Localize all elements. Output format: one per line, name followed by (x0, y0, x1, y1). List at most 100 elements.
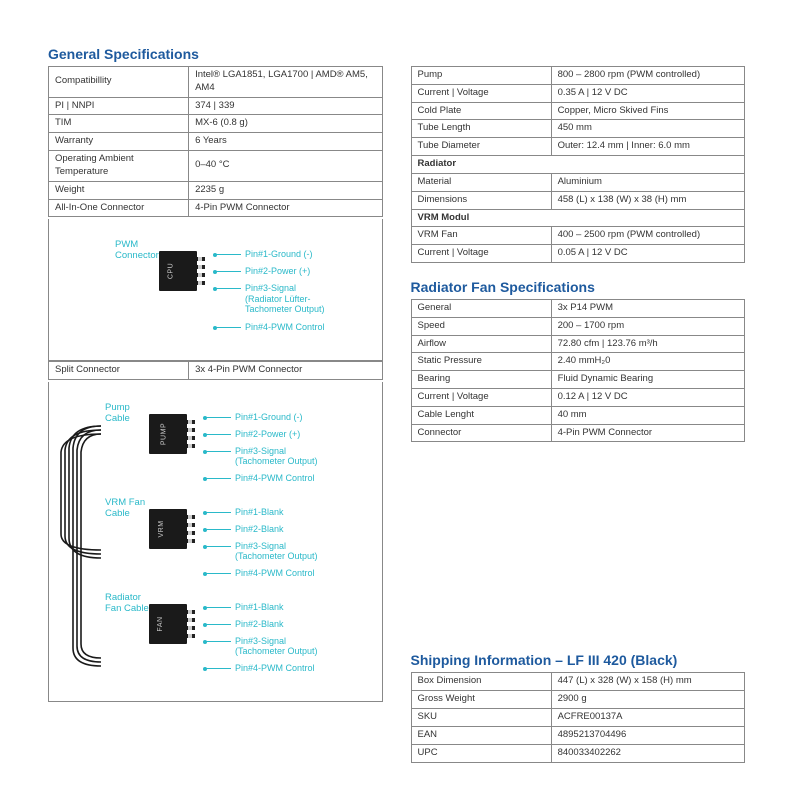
table-key: All-In-One Connector (49, 199, 189, 217)
table-row: VRM Fan400 – 2500 rpm (PWM controlled) (411, 227, 745, 245)
pin-label: Pin#1-Ground (-) (245, 249, 313, 259)
table-value: 3x P14 PWM (551, 299, 744, 317)
table-value: 840033402262 (551, 744, 744, 762)
table-value: 400 – 2500 rpm (PWM controlled) (551, 227, 744, 245)
table-value: 200 – 1700 rpm (551, 317, 744, 335)
pin-line: Pin#1-Ground (-) (205, 412, 318, 426)
table-row: Current | Voltage0.35 A | 12 V DC (411, 84, 745, 102)
general-specs-table: CompatibillityIntel® LGA1851, LGA1700 | … (48, 66, 383, 217)
pwm-connector-diagram: PWM Connector CPU Pin#1-Ground (-) Pin#2-… (48, 219, 383, 361)
table-key: Gross Weight (411, 691, 551, 709)
table-row: EAN4895213704496 (411, 726, 745, 744)
pin-label: Pin#4-PWM Control (235, 473, 315, 483)
table-section: VRM Modul (411, 209, 745, 227)
table-key: Warranty (49, 133, 189, 151)
table-row: Warranty6 Years (49, 133, 383, 151)
table-key: Connector (411, 424, 551, 442)
table-value: 0–40 °C (189, 151, 382, 182)
pin-line: Pin#2-Power (+) (205, 429, 318, 443)
pwm-connector-label: PWM Connector (59, 239, 159, 261)
table-key: Speed (411, 317, 551, 335)
shipping-heading: Shipping Information – LF III 420 (Black… (411, 652, 746, 668)
right-column: Pump800 – 2800 rpm (PWM controlled)Curre… (411, 46, 746, 765)
pin-line: Pin#4-PWM Control (215, 322, 325, 336)
table-row: Cold PlateCopper, Micro Skived Fins (411, 102, 745, 120)
pin-wire (205, 417, 231, 418)
pin-label: Pin#3-Signal(Tachometer Output) (235, 541, 318, 562)
table-row: Box Dimension447 (L) x 328 (W) x 158 (H)… (411, 673, 745, 691)
pin-wire (215, 254, 241, 255)
table-key: Tube Length (411, 120, 551, 138)
table-value: 800 – 2800 rpm (PWM controlled) (551, 67, 744, 85)
pin-labels: Pin#1-BlankPin#2-BlankPin#3-Signal(Tacho… (205, 602, 318, 677)
pin-wire (205, 529, 231, 530)
table-key: Airflow (411, 335, 551, 353)
table-value: 4-Pin PWM Connector (551, 424, 744, 442)
table-key: Bearing (411, 371, 551, 389)
pin-label: Pin#1-Blank (235, 507, 284, 517)
table-key: SKU (411, 709, 551, 727)
pin-line: Pin#4-PWM Control (205, 568, 318, 582)
left-column: General Specifications CompatibillityInt… (48, 46, 383, 765)
table-key: PI | NNPI (49, 97, 189, 115)
table-value: 40 mm (551, 406, 744, 424)
table-key: Current | Voltage (411, 389, 551, 407)
pin-wire (205, 478, 231, 479)
cable-bundle (55, 408, 101, 678)
pin-label: Pin#3-Signal(Radiator Lüfter-Tachometer … (245, 283, 325, 314)
pin-wire (205, 573, 231, 574)
table-value: 4895213704496 (551, 726, 744, 744)
table-value: 2.40 mmH₂0 (551, 353, 744, 371)
pin-label: Pin#4-PWM Control (235, 568, 315, 578)
plug-label: PUMP (161, 423, 168, 445)
table-value: 0.12 A | 12 V DC (551, 389, 744, 407)
table-row: SKUACFRE00137A (411, 709, 745, 727)
table-row: UPC840033402262 (411, 744, 745, 762)
pin-wire (205, 451, 231, 452)
pin-line: Pin#1-Ground (-) (215, 249, 325, 263)
table-row: Current | Voltage0.12 A | 12 V DC (411, 389, 745, 407)
table-value: 0.35 A | 12 V DC (551, 84, 744, 102)
table-value: 2235 g (189, 181, 382, 199)
table-value: 6 Years (189, 133, 382, 151)
pin-wire (205, 624, 231, 625)
pin-wire (205, 546, 231, 547)
pin-line: Pin#2-Power (+) (215, 266, 325, 280)
table-key: Dimensions (411, 191, 551, 209)
table-value: Copper, Micro Skived Fins (551, 102, 744, 120)
pin-wire (205, 668, 231, 669)
split-connector-diagram: Pump CablePUMPPin#1-Ground (-)Pin#2-Powe… (48, 382, 383, 702)
pin-line: Pin#3-Signal(Tachometer Output) (205, 636, 318, 660)
table-row: Gross Weight2900 g (411, 691, 745, 709)
pin-wire (205, 607, 231, 608)
table-value: 72.80 cfm | 123.76 m³/h (551, 335, 744, 353)
table-value: 450 mm (551, 120, 744, 138)
pin-label: Pin#1-Blank (235, 602, 284, 612)
table-value: 374 | 339 (189, 97, 382, 115)
pin-wire (215, 288, 241, 289)
split-connector-row: Split Connector3x 4-Pin PWM Connector (48, 361, 383, 380)
plug-label-cpu: CPU (168, 263, 175, 279)
table-row: All-In-One Connector4-Pin PWM Connector (49, 199, 383, 217)
table-row: CompatibillityIntel® LGA1851, LGA1700 | … (49, 67, 383, 98)
table-key: Static Pressure (411, 353, 551, 371)
plug: VRM (149, 509, 197, 549)
table-row: PI | NNPI374 | 339 (49, 97, 383, 115)
plug-label: VRM (158, 521, 165, 538)
cpu-plug: CPU (159, 251, 207, 291)
table-row: Connector4-Pin PWM Connector (411, 424, 745, 442)
pin-line: Pin#4-PWM Control (205, 663, 318, 677)
pin-labels-cpu: Pin#1-Ground (-) Pin#2-Power (+) Pin#3-Sig… (215, 249, 325, 336)
table-value: 4-Pin PWM Connector (189, 199, 382, 217)
pin-line: Pin#2-Blank (205, 524, 318, 538)
pin-labels: Pin#1-Ground (-)Pin#2-Power (+)Pin#3-Sig… (205, 412, 318, 487)
table-row: Current | Voltage0.05 A | 12 V DC (411, 245, 745, 263)
general-specs-heading: General Specifications (48, 46, 383, 62)
table-key: Operating Ambient Temperature (49, 151, 189, 182)
table-row: General3x P14 PWM (411, 299, 745, 317)
table-row: Tube DiameterOuter: 12.4 mm | Inner: 6.0… (411, 138, 745, 156)
shipping-table: Box Dimension447 (L) x 328 (W) x 158 (H)… (411, 672, 746, 762)
table-row: Tube Length450 mm (411, 120, 745, 138)
table-key: TIM (49, 115, 189, 133)
pin-wire (205, 434, 231, 435)
